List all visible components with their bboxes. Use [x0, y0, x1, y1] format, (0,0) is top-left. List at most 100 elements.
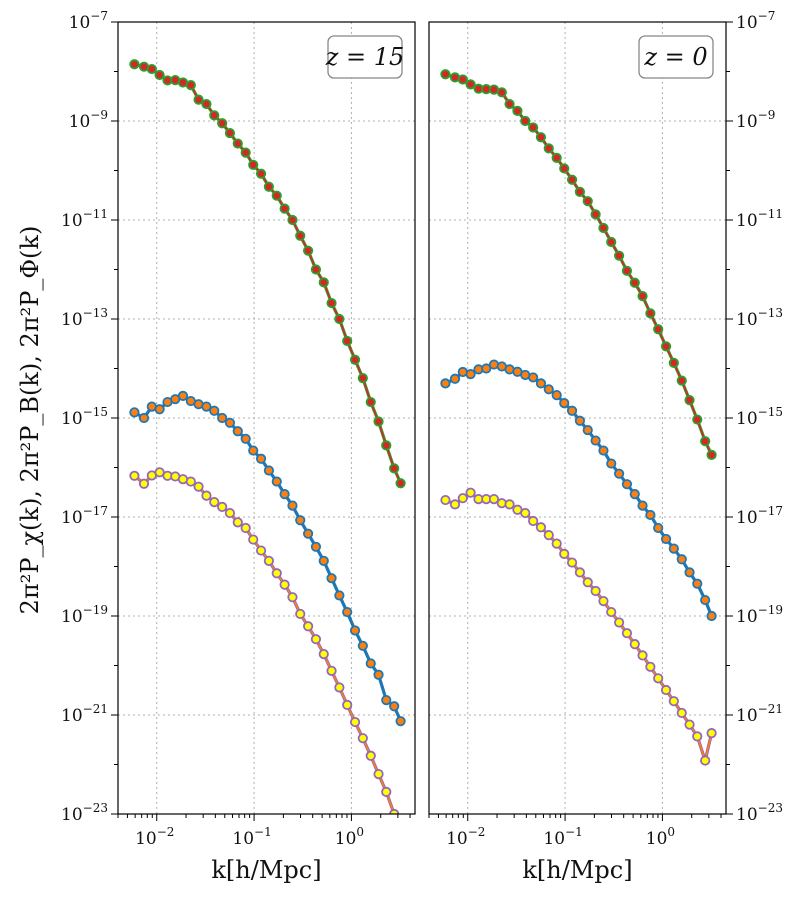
- data-point: [146, 63, 157, 75]
- data-point: [217, 118, 228, 129]
- data-point: [326, 297, 337, 309]
- data-point: [217, 501, 228, 512]
- data-point: [566, 405, 578, 416]
- series-line: [134, 63, 402, 484]
- data-point: [209, 405, 220, 416]
- data-point: [185, 80, 196, 91]
- data-point: [224, 127, 236, 139]
- data-point: [177, 390, 189, 401]
- data-point: [582, 196, 593, 207]
- data-point: [676, 554, 687, 565]
- series-line-outline: [134, 62, 403, 484]
- data-point: [512, 105, 523, 116]
- data-point: [621, 265, 633, 276]
- series-3: [129, 467, 404, 833]
- data-point: [637, 291, 648, 302]
- data-point: [263, 465, 274, 476]
- data-point: [543, 530, 554, 541]
- series-1: [440, 69, 717, 460]
- data-point: [488, 493, 500, 505]
- series-line: [133, 471, 396, 814]
- data-point: [209, 110, 220, 121]
- series-line: [445, 73, 713, 456]
- data-point: [449, 499, 461, 510]
- data-point: [193, 94, 204, 105]
- y-tick-label: 10−19: [736, 603, 783, 627]
- annotation-box: z = 15: [325, 35, 405, 79]
- data-point: [396, 825, 404, 833]
- data-point: [326, 573, 337, 584]
- data-point: [381, 440, 392, 451]
- data-point: [676, 375, 687, 386]
- series-2: [129, 390, 406, 727]
- data-point: [129, 470, 140, 481]
- data-point: [310, 634, 322, 645]
- data-point: [590, 585, 601, 597]
- data-point: [684, 719, 695, 730]
- data-point: [653, 673, 664, 684]
- data-point: [201, 98, 212, 110]
- data-point: [551, 538, 562, 549]
- data-point: [574, 186, 585, 197]
- annotation-text: z = 15: [325, 43, 405, 71]
- data-point: [334, 313, 345, 325]
- y-tick-label: 10−15: [736, 405, 783, 429]
- data-point: [614, 250, 625, 261]
- data-point: [614, 617, 625, 628]
- data-point: [303, 245, 314, 256]
- data-point: [248, 534, 259, 545]
- data-point: [255, 168, 267, 179]
- y-tick-label: 10−11: [61, 207, 108, 231]
- data-point: [318, 648, 329, 660]
- y-tick-label: 10−21: [61, 702, 108, 726]
- data-point: [129, 407, 140, 418]
- data-point: [543, 384, 554, 395]
- data-point: [342, 335, 353, 347]
- data-point: [559, 548, 570, 559]
- data-point: [706, 610, 717, 622]
- grid: [118, 21, 415, 815]
- data-point: [559, 397, 570, 409]
- data-point: [271, 568, 282, 579]
- data-point: [357, 372, 368, 384]
- data-point: [692, 414, 703, 425]
- data-point: [389, 701, 400, 712]
- data-point: [574, 415, 585, 426]
- x-tick-label: 10−1: [232, 825, 271, 849]
- data-point: [440, 69, 451, 80]
- data-point: [606, 458, 617, 469]
- annotation-box: z = 0: [638, 35, 714, 79]
- data-point: [528, 122, 539, 133]
- data-point: [310, 264, 322, 275]
- data-point: [248, 159, 259, 170]
- data-point: [224, 417, 236, 428]
- data-point: [138, 412, 150, 424]
- data-point: [217, 412, 228, 424]
- data-point: [295, 608, 306, 620]
- series-line-outline: [133, 470, 396, 814]
- data-point: [310, 541, 322, 552]
- data-point: [185, 476, 196, 487]
- axes-frame: [117, 21, 416, 815]
- data-point: [692, 578, 703, 589]
- data-point: [621, 479, 633, 490]
- data-point: [621, 628, 633, 639]
- y-tick-label: 10−23: [736, 801, 783, 825]
- data-point: [295, 515, 306, 526]
- y-tick-label: 10−9: [736, 108, 775, 132]
- y-tick-label: 10−7: [69, 9, 108, 33]
- x-tick-label: 100: [646, 825, 675, 849]
- data-point: [660, 533, 672, 545]
- data-point: [504, 499, 515, 510]
- data-point: [606, 606, 617, 618]
- data-point: [645, 661, 656, 672]
- panel-left: 10−2 10−1 100 10−23 10−21 10−19 10−17 10−15 10−1…: [61, 9, 416, 884]
- data-point: [303, 621, 314, 632]
- data-point: [457, 74, 468, 85]
- data-point: [598, 445, 609, 456]
- data-point: [138, 478, 150, 489]
- data-point: [287, 592, 298, 603]
- data-point: [543, 143, 554, 154]
- data-point: [129, 59, 140, 70]
- data-point: [535, 132, 547, 143]
